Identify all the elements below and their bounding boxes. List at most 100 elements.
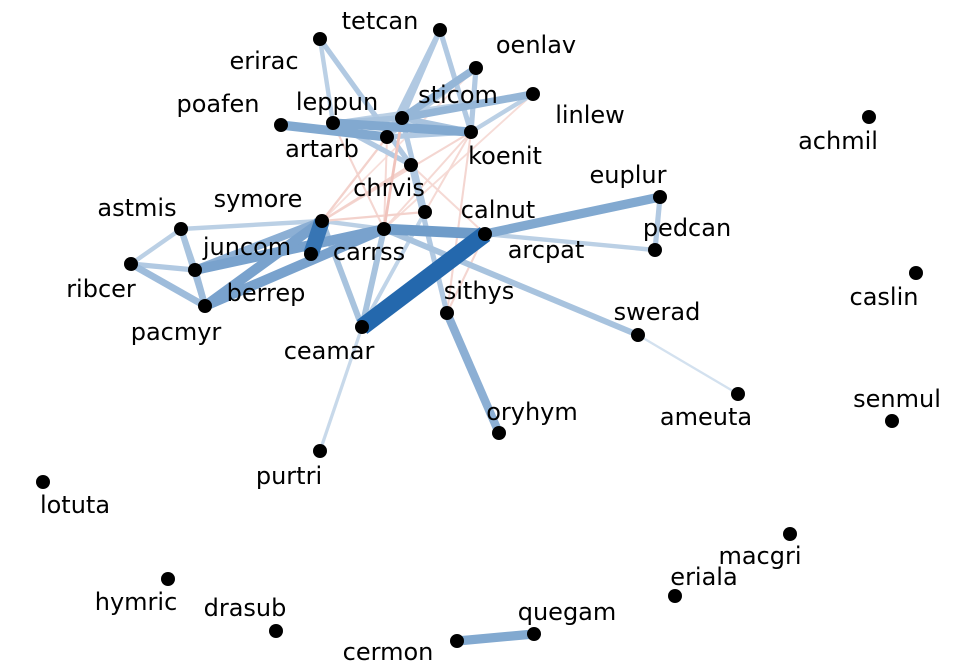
- node-label-poafen: poafen: [176, 90, 259, 118]
- node-tetcan: [433, 23, 447, 37]
- node-juncom: [188, 263, 202, 277]
- edge-artarb-symore: [321, 136, 388, 222]
- node-artarb: [380, 130, 394, 144]
- node-label-quegam: quegam: [518, 598, 617, 626]
- node-pedcan: [648, 243, 662, 257]
- node-label-euplur: euplur: [590, 161, 667, 189]
- node-quegam: [527, 627, 541, 641]
- node-label-oryhym: oryhym: [486, 398, 578, 426]
- node-caslin: [909, 266, 923, 280]
- edge-cermon-quegam: [456, 629, 535, 646]
- node-symore: [315, 214, 329, 228]
- node-macgri: [783, 527, 797, 541]
- node-label-linlew: linlew: [555, 101, 625, 129]
- node-ribcer: [124, 257, 138, 271]
- node-eriala: [668, 589, 682, 603]
- edge-arcpat-euplur: [484, 192, 661, 239]
- node-euplur: [653, 190, 667, 204]
- node-label-koenit: koenit: [468, 142, 542, 170]
- node-hymric: [161, 572, 175, 586]
- node-cermon: [450, 634, 464, 648]
- edge-chrvis-symore: [321, 164, 412, 222]
- edge-carrss-arcpat: [383, 223, 486, 240]
- node-pacmyr: [198, 299, 212, 313]
- node-label-achmil: achmil: [798, 127, 878, 155]
- node-label-drasub: drasub: [204, 594, 287, 622]
- node-label-berrep: berrep: [227, 279, 306, 307]
- edge-sticom-carrss: [382, 117, 404, 230]
- edge-euplur-pedcan: [652, 196, 663, 251]
- node-label-ceamar: ceamar: [284, 337, 375, 365]
- edge-ceamar-purtri: [318, 326, 364, 452]
- node-carrss: [377, 222, 391, 236]
- edge-erirac-leppun: [317, 38, 336, 124]
- node-label-leppun: leppun: [296, 88, 378, 116]
- edge-calnut-symore: [321, 210, 426, 223]
- node-oenlav: [469, 61, 483, 75]
- edge-sticom-oenlav: [399, 64, 479, 122]
- edge-koenit-calnut: [424, 131, 472, 213]
- node-koenit: [464, 125, 478, 139]
- node-label-astmis: astmis: [97, 194, 176, 222]
- edge-astmis-symore: [180, 218, 323, 232]
- node-oryhym: [492, 426, 506, 440]
- node-label-purtri: purtri: [256, 462, 322, 490]
- edge-poafen-artarb: [280, 120, 388, 142]
- edge-pacmyr-symore: [202, 216, 325, 311]
- node-swerad: [631, 328, 645, 342]
- node-ceamar: [355, 320, 369, 334]
- edge-ribcer-pacmyr: [129, 261, 207, 309]
- node-label-calnut: calnut: [461, 196, 535, 224]
- node-label-macgri: macgri: [718, 542, 801, 570]
- edge-sticom-linlew: [401, 90, 534, 122]
- edge-arcpat-pedcan: [484, 231, 656, 253]
- node-leppun: [326, 116, 340, 130]
- node-label-ameuta: ameuta: [660, 403, 752, 431]
- node-label-lotuta: lotuta: [40, 491, 110, 519]
- node-label-symore: symore: [214, 185, 303, 213]
- label-layer: tetcan oenlav erirac sticom linlew poafen lepp…: [40, 7, 941, 666]
- edge-ceamar-arcpat: [356, 227, 491, 334]
- node-label-caslin: caslin: [850, 283, 919, 311]
- node-calnut: [418, 205, 432, 219]
- node-label-sithys: sithys: [444, 277, 515, 305]
- edge-koenit-sithys: [445, 131, 473, 314]
- edge-leppun-koenit: [332, 118, 472, 137]
- node-label-hymric: hymric: [95, 588, 178, 616]
- node-layer: [36, 23, 923, 648]
- edge-linlew-carrss: [383, 93, 534, 230]
- edge-ribcer-juncom: [130, 261, 196, 273]
- node-label-carrss: carrss: [333, 238, 405, 266]
- node-label-arcpat: arcpat: [508, 236, 585, 264]
- edge-linlew-koenit: [469, 92, 535, 134]
- node-erirac: [313, 32, 327, 46]
- node-sticom: [395, 111, 409, 125]
- node-label-sticom: sticom: [418, 81, 498, 109]
- edge-sithys-oryhym: [443, 311, 503, 435]
- node-label-cermon: cermon: [343, 638, 434, 666]
- node-chrvis: [404, 158, 418, 172]
- node-label-juncom: juncom: [202, 233, 291, 261]
- node-label-ribcer: ribcer: [66, 275, 136, 303]
- node-label-oenlav: oenlav: [496, 31, 576, 59]
- edge-carrss-swerad: [382, 226, 640, 338]
- node-sithys: [440, 306, 454, 320]
- edge-ribcer-astmis: [129, 227, 183, 266]
- node-label-artarb: artarb: [285, 135, 359, 163]
- node-label-pacmyr: pacmyr: [131, 318, 222, 346]
- edge-oenlav-koenit: [468, 67, 479, 133]
- node-label-tetcan: tetcan: [342, 7, 419, 35]
- node-label-erirac: erirac: [229, 47, 298, 75]
- edge-layer: [129, 28, 739, 646]
- node-poafen: [274, 118, 288, 132]
- node-ameuta: [731, 387, 745, 401]
- edge-leppun-carrss: [332, 122, 385, 230]
- node-linlew: [526, 87, 540, 101]
- edge-erirac-chrvis: [317, 37, 414, 167]
- node-label-swerad: swerad: [614, 298, 701, 326]
- edge-chrvis-arcpat: [410, 164, 486, 235]
- edge-pacmyr-carrss: [203, 224, 386, 311]
- node-label-eriala: eriala: [670, 563, 737, 591]
